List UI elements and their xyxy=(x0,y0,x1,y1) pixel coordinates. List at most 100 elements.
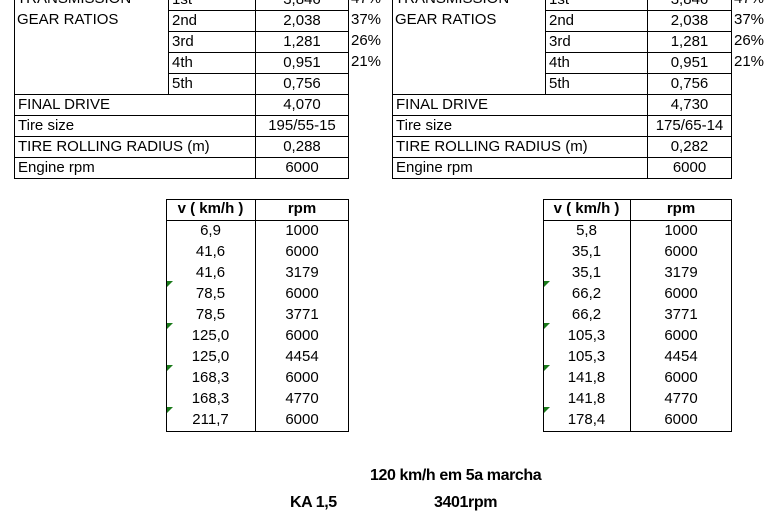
gear-share: 47% xyxy=(348,0,393,10)
comment-indicator xyxy=(167,365,173,371)
comment-indicator xyxy=(544,281,550,287)
comment-indicator xyxy=(544,407,550,413)
speed: 105,3 xyxy=(567,327,606,344)
speed: 35,1 xyxy=(571,264,602,281)
group-label: GEAR RATIOS xyxy=(17,11,119,28)
param-label: Engine rpm xyxy=(14,157,256,179)
gear-ratio: 0,756 xyxy=(255,73,349,95)
rpm: 6000 xyxy=(664,327,698,344)
param-value: 175/65-14 xyxy=(647,115,732,137)
rpm: 3179 xyxy=(285,264,319,281)
table-divider xyxy=(255,199,256,432)
column-header: v ( km/h ) xyxy=(553,200,620,217)
header-rule xyxy=(166,220,349,221)
rpm: 1000 xyxy=(664,222,698,239)
param-value: 0,282 xyxy=(647,136,732,158)
speed: 35,1 xyxy=(571,243,602,260)
rpm: 4454 xyxy=(664,348,698,365)
param-value: 0,288 xyxy=(255,136,349,158)
table-box xyxy=(166,199,349,432)
speed: 41,6 xyxy=(195,243,226,260)
gear-share: 47% xyxy=(731,0,776,10)
gear-name: 2nd xyxy=(168,10,256,32)
rpm: 1000 xyxy=(285,222,319,239)
gear-name: 3rd xyxy=(545,31,648,53)
gear-name: 3rd xyxy=(168,31,256,53)
column-header: v ( km/h ) xyxy=(177,200,244,217)
param-value: 4,070 xyxy=(255,94,349,116)
speed: 125,0 xyxy=(191,348,230,365)
speed: 211,7 xyxy=(192,411,229,428)
rpm: 6000 xyxy=(664,411,698,428)
gear-ratio: 1,281 xyxy=(647,31,732,53)
table-box xyxy=(543,199,732,432)
param-value: 4,730 xyxy=(647,94,732,116)
rpm: 6000 xyxy=(285,411,319,428)
speed: 66,2 xyxy=(571,285,602,302)
rpm: 3771 xyxy=(285,306,319,323)
param-label: FINAL DRIVE xyxy=(392,94,648,116)
speed: 178,4 xyxy=(567,411,606,428)
speed: 141,8 xyxy=(567,390,606,407)
rpm: 6000 xyxy=(285,327,319,344)
comment-indicator xyxy=(544,323,550,329)
gear-share: 26% xyxy=(351,32,382,49)
rpm: 4454 xyxy=(285,348,319,365)
comment-indicator xyxy=(544,365,550,371)
group-label: TRANSMISSION xyxy=(14,0,168,10)
speed: 41,6 xyxy=(195,264,226,281)
param-label: FINAL DRIVE xyxy=(14,94,256,116)
footer-rpm: 3401rpm xyxy=(434,494,498,511)
rpm: 3771 xyxy=(664,306,698,323)
rpm: 6000 xyxy=(664,285,698,302)
gear-share: 21% xyxy=(351,53,382,70)
comment-indicator xyxy=(167,281,173,287)
group-label: GEAR RATIOS xyxy=(395,11,497,28)
gear-share: 21% xyxy=(734,53,765,70)
param-label: Tire size xyxy=(14,115,256,137)
header-rule xyxy=(543,220,732,221)
gear-ratio: 0,756 xyxy=(647,73,732,95)
rpm: 4770 xyxy=(664,390,698,407)
speed: 141,8 xyxy=(567,369,606,386)
rpm: 6000 xyxy=(285,243,319,260)
speed: 125,0 xyxy=(191,327,230,344)
param-label: TIRE ROLLING RADIUS (m) xyxy=(14,136,256,158)
rpm: 6000 xyxy=(664,243,698,260)
rpm: 4770 xyxy=(285,390,319,407)
rpm: 6000 xyxy=(664,369,698,386)
rpm: 6000 xyxy=(285,369,319,386)
footer-line: 120 km/h em 5a marcha xyxy=(370,467,542,484)
gear-name: 4th xyxy=(545,52,648,74)
gear-ratio: 2,038 xyxy=(255,10,349,32)
gear-ratio: 1,281 xyxy=(255,31,349,53)
speed: 78,5 xyxy=(195,285,226,302)
comment-indicator xyxy=(167,407,173,413)
gear-name: 5th xyxy=(168,73,256,95)
rpm: 6000 xyxy=(285,285,319,302)
rpm: 3179 xyxy=(664,264,698,281)
speed: 168,3 xyxy=(191,390,230,407)
footer-label: KA 1,5 xyxy=(290,494,337,511)
gear-ratio: 0,951 xyxy=(647,52,732,74)
param-value: 195/55-15 xyxy=(255,115,349,137)
param-label: TIRE ROLLING RADIUS (m) xyxy=(392,136,648,158)
speed: 78,5 xyxy=(195,306,226,323)
gear-name: 4th xyxy=(168,52,256,74)
param-value: 6000 xyxy=(255,157,349,179)
param-label: Engine rpm xyxy=(392,157,648,179)
column-header: rpm xyxy=(666,200,696,217)
param-value: 6000 xyxy=(647,157,732,179)
speed: 6,9 xyxy=(200,222,221,239)
speed: 66,2 xyxy=(571,306,602,323)
gear-share: 26% xyxy=(734,32,765,49)
param-label: Tire size xyxy=(392,115,648,137)
speed: 168,3 xyxy=(191,369,230,386)
column-header: rpm xyxy=(287,200,317,217)
gear-share: 37% xyxy=(351,11,382,28)
speed: 5,8 xyxy=(576,222,597,239)
speed: 105,3 xyxy=(567,348,606,365)
comment-indicator xyxy=(167,323,173,329)
table-divider xyxy=(630,199,631,432)
